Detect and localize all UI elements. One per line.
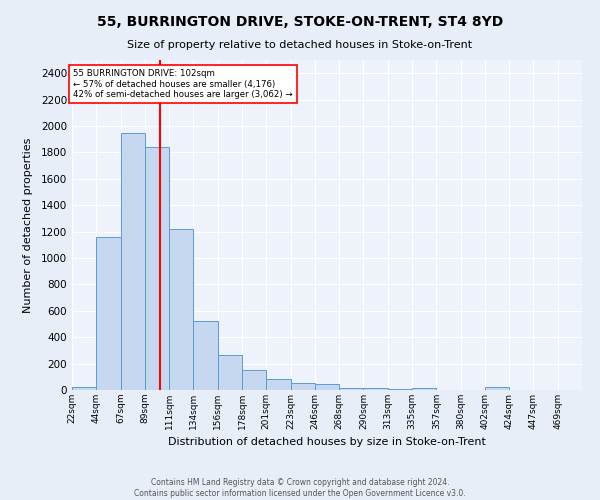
Bar — [145, 147, 169, 390]
Text: 55, BURRINGTON DRIVE, STOKE-ON-TRENT, ST4 8YD: 55, BURRINGTON DRIVE, STOKE-ON-TRENT, ST… — [97, 15, 503, 29]
Text: Size of property relative to detached houses in Stoke-on-Trent: Size of property relative to detached ho… — [127, 40, 473, 50]
Bar — [193, 322, 218, 390]
Bar — [218, 355, 242, 390]
Y-axis label: Number of detached properties: Number of detached properties — [23, 138, 32, 312]
Bar — [96, 237, 121, 390]
Text: 55 BURRINGTON DRIVE: 102sqm
← 57% of detached houses are smaller (4,176)
42% of : 55 BURRINGTON DRIVE: 102sqm ← 57% of det… — [73, 69, 293, 99]
Bar — [169, 229, 193, 390]
Bar — [412, 388, 436, 390]
Bar — [121, 132, 145, 390]
Bar — [364, 388, 388, 390]
Bar — [242, 370, 266, 390]
Bar — [485, 388, 509, 390]
Text: Contains HM Land Registry data © Crown copyright and database right 2024.
Contai: Contains HM Land Registry data © Crown c… — [134, 478, 466, 498]
Bar — [315, 384, 339, 390]
X-axis label: Distribution of detached houses by size in Stoke-on-Trent: Distribution of detached houses by size … — [168, 438, 486, 448]
Bar — [290, 383, 315, 390]
Bar — [266, 379, 290, 390]
Bar — [72, 386, 96, 390]
Bar — [339, 388, 364, 390]
